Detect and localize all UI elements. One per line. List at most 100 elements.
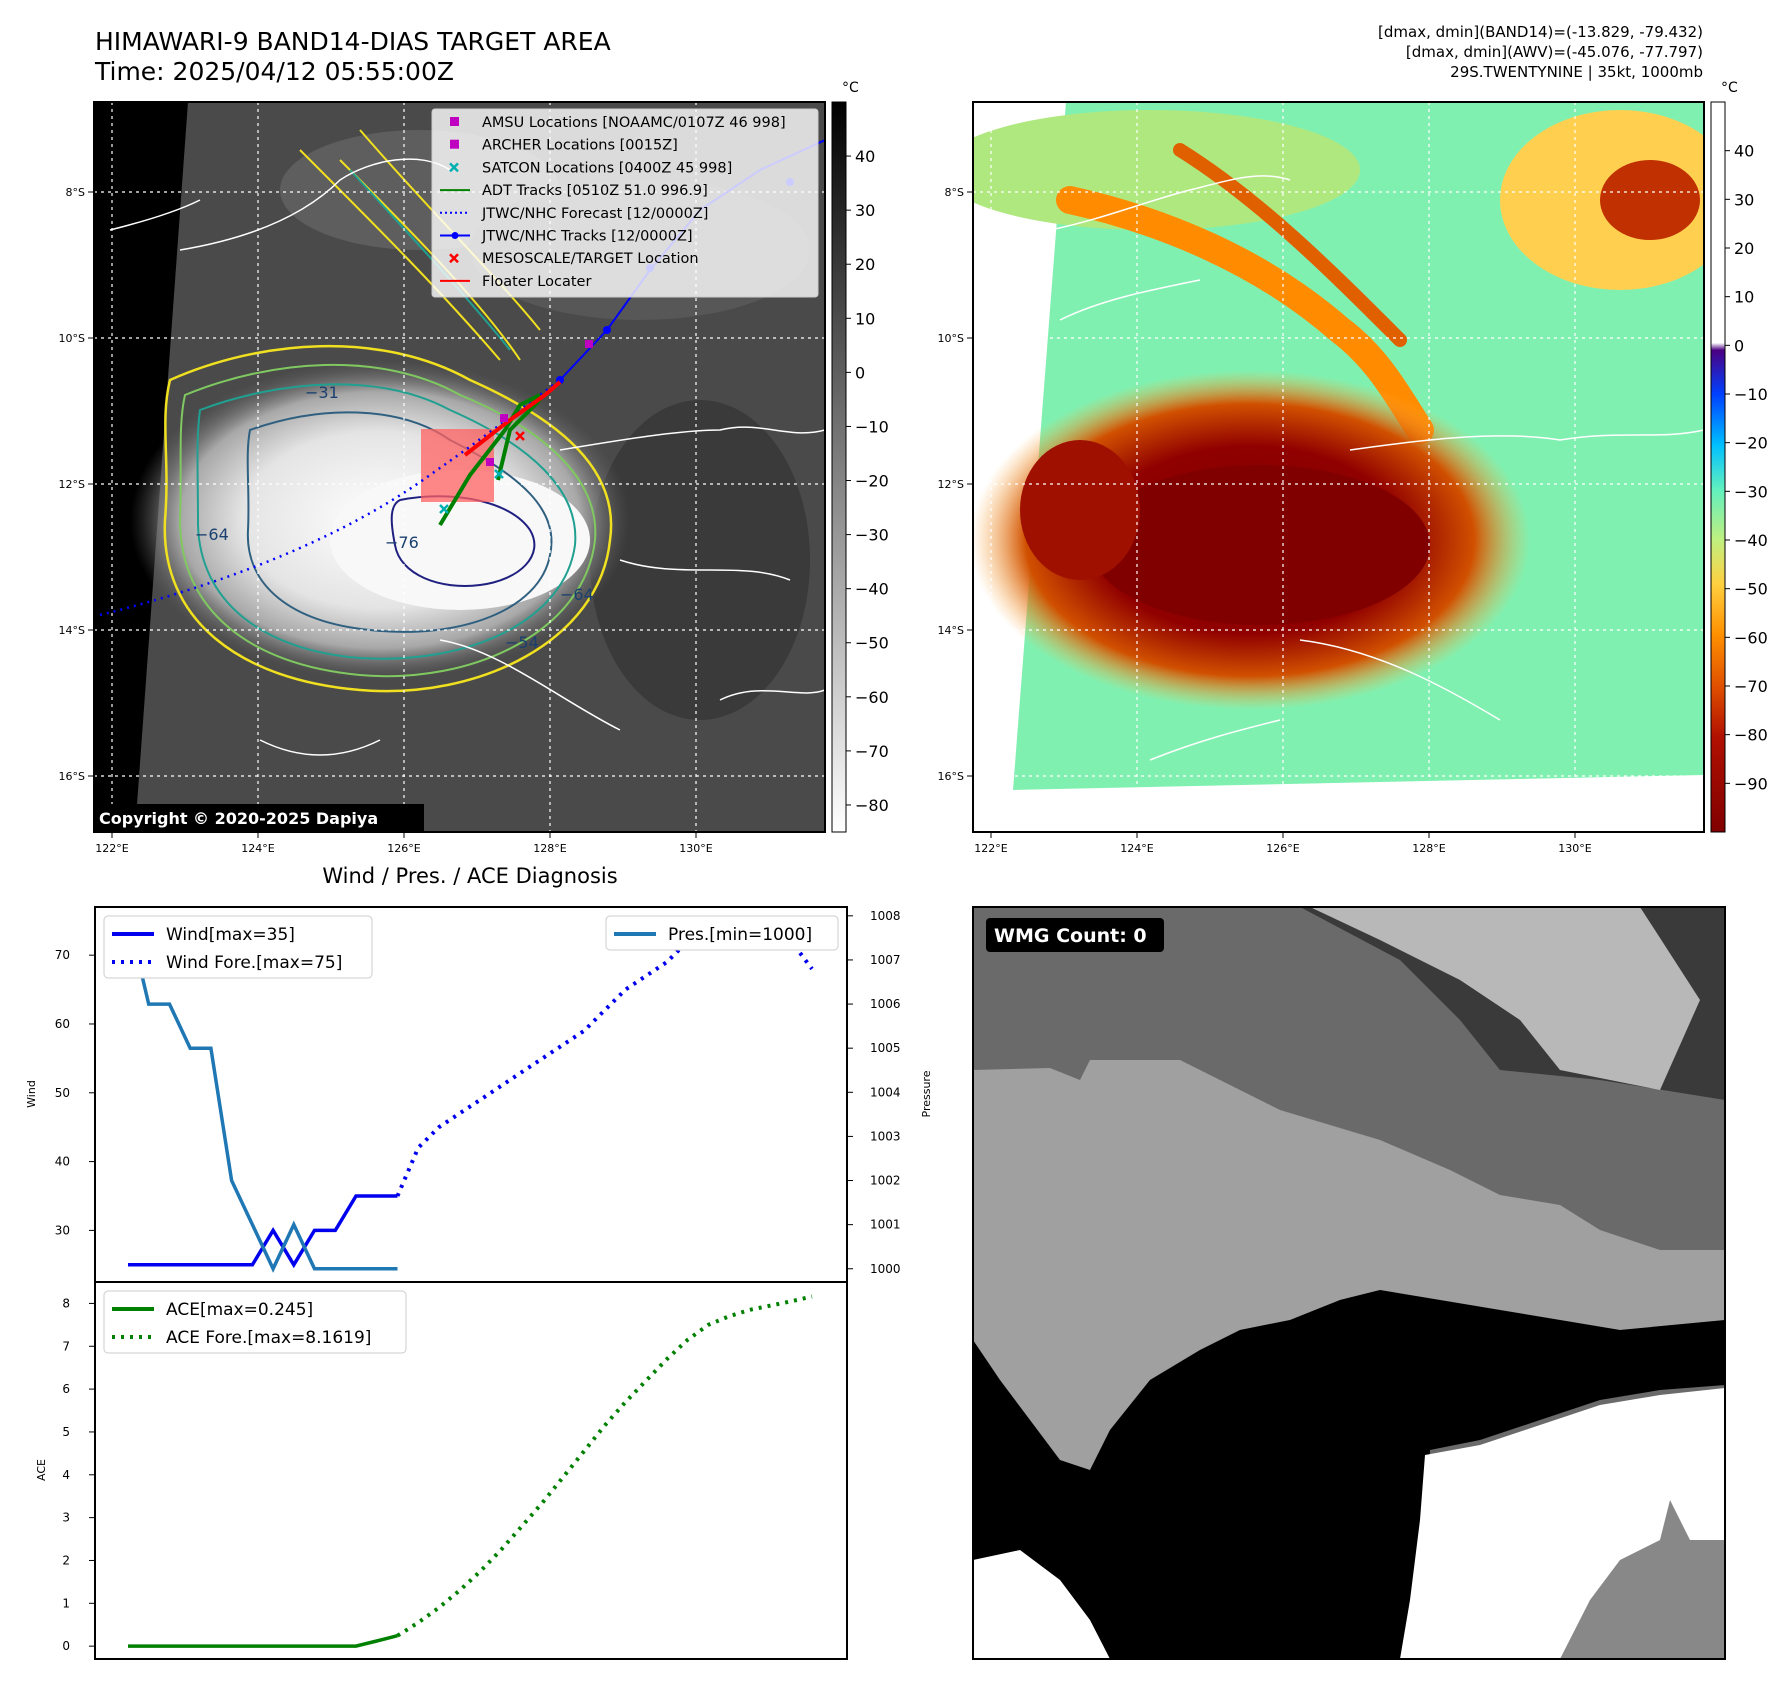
contour-labels: −31 −64 −76 −64 −54 — [195, 383, 594, 652]
pressure-tick-label: 1008 — [870, 909, 901, 923]
legend-marker — [450, 117, 459, 126]
colorbar-tick-label: −10 — [1734, 385, 1768, 404]
colorbar-tick-label: −30 — [855, 526, 889, 545]
colorbar-tick-label: −70 — [855, 742, 889, 761]
ace-ylabel: ACE — [35, 1459, 48, 1481]
title-line-2: Time: 2025/04/12 05:55:00Z — [95, 57, 454, 86]
colorbar-tick-label: −30 — [1734, 482, 1768, 501]
ace-tick-label: 0 — [62, 1639, 70, 1653]
copyright-text: Copyright © 2020-2025 Dapiya — [99, 809, 378, 828]
lat-tick-label: 10°S — [59, 332, 85, 345]
contour-label: −64 — [560, 585, 594, 604]
legend-label: ACE Fore.[max=8.1619] — [166, 1328, 371, 1348]
pressure-tick-label: 1003 — [870, 1129, 901, 1143]
legend-label: JTWC/NHC Forecast [12/0000Z] — [481, 206, 708, 222]
lat-tick-label: 16°S — [938, 770, 964, 783]
legend-box — [103, 1290, 407, 1354]
colorbar-tick-label: 20 — [855, 255, 875, 274]
legend-label: Pres.[min=1000] — [668, 925, 812, 945]
chart-legend: Pres.[min=1000] — [605, 915, 839, 951]
lat-tick-label: 8°S — [945, 186, 964, 199]
pressure-tick-label: 1006 — [870, 997, 901, 1011]
awv-colorbar-ticks: 40 30 20 10 0 −10 −20 −30 −40 −50 −60 −70 −80 −90 — [1725, 142, 1768, 793]
pressure-tick-label: 1002 — [870, 1174, 901, 1188]
legend-marker — [449, 253, 459, 264]
series-line — [396, 1294, 813, 1638]
awv-axis-ticks: 122°E 124°E 126°E 128°E 130°E 8°S 10°S 12°S 14°S… — [938, 186, 1592, 855]
ir-legend-entry: JTWC/NHC Tracks [12/0000Z] — [440, 229, 693, 245]
colorbar-tick-label: −90 — [1734, 774, 1768, 793]
lon-tick-label: 130°E — [679, 842, 712, 855]
legend-box — [103, 915, 373, 979]
colorbar-tick-label: 40 — [855, 147, 875, 166]
diagnosis-panel: Wind / Pres. / ACE Diagnosis 70605040301… — [25, 864, 933, 1660]
series-line — [128, 1634, 398, 1648]
lat-tick-label: 10°S — [938, 332, 964, 345]
contour-green — [178, 363, 597, 678]
colorbar-tick-label: 30 — [855, 201, 875, 220]
lat-tick-label: 8°S — [66, 186, 85, 199]
colorbar-tick-label: −50 — [855, 634, 889, 653]
colorbar-tick-label: 0 — [855, 363, 865, 382]
adt-track — [438, 393, 542, 527]
wind-tick-label: 70 — [55, 948, 70, 962]
lon-tick-label: 122°E — [95, 842, 128, 855]
lat-tick-label: 12°S — [59, 478, 85, 491]
colorbar-tick-label: −50 — [1734, 580, 1768, 599]
wind-tick-label: 30 — [55, 1223, 70, 1237]
ir-legend-entry: SATCON Locations [0400Z 45 998] — [449, 160, 732, 176]
legend-label: JTWC/NHC Tracks [12/0000Z] — [481, 229, 693, 245]
pressure-tick-label: 1007 — [870, 953, 901, 967]
pressure-tick-label: 1005 — [870, 1041, 901, 1055]
ir-legend-entry: AMSU Locations [NOAAMC/0107Z 46 998] — [450, 115, 786, 131]
contour-navy — [390, 495, 536, 587]
awv-gridlines — [973, 102, 1704, 832]
colorbar-tick-label: −60 — [855, 688, 889, 707]
contour-blue — [246, 411, 553, 633]
colorbar-tick-label: −40 — [855, 580, 889, 599]
wmg-count-badge: WMG Count: 0 — [994, 925, 1147, 947]
colorbar-tick-label: −10 — [855, 417, 889, 436]
wmg-badge-bg — [986, 918, 1164, 952]
lon-tick-label: 124°E — [241, 842, 274, 855]
pressure-ylabel: Pressure — [920, 1070, 933, 1117]
pressure-tick-label: 1000 — [870, 1262, 901, 1276]
colorbar-tick-label: 0 — [1734, 336, 1744, 355]
title-line-1: HIMAWARI-9 BAND14-DIAS TARGET AREA — [95, 27, 611, 56]
colorbar-tick-label: 10 — [1734, 288, 1754, 307]
ir-axis-ticks: 122°E 124°E 126°E 128°E 130°E 8°S 10°S 12°S 14°S… — [59, 186, 713, 855]
colorbar-tick-label: −70 — [1734, 677, 1768, 696]
coastlines — [109, 158, 825, 756]
legend-label: ARCHER Locations [0015Z] — [482, 138, 678, 154]
stats-line-3: 29S.TWENTYNINE | 35kt, 1000mb — [1450, 63, 1703, 81]
series-line — [126, 915, 398, 1273]
pressure-tick-label: 1001 — [870, 1218, 901, 1232]
lon-tick-label: 128°E — [1412, 842, 1445, 855]
lon-tick-label: 122°E — [974, 842, 1007, 855]
legend-label: SATCON Locations [0400Z 45 998] — [482, 160, 732, 176]
contour-label: −64 — [195, 525, 229, 544]
awv-colorbar-unit: °C — [1721, 80, 1738, 96]
legend-label: AMSU Locations [NOAAMC/0107Z 46 998] — [482, 115, 786, 131]
ir-colorbar — [831, 101, 847, 833]
wind-tick-label: 60 — [55, 1017, 70, 1031]
lon-tick-label: 126°E — [1266, 842, 1299, 855]
copyright-bg — [94, 804, 424, 832]
awv-colorbar — [1710, 101, 1726, 833]
colorbar-tick-label: −80 — [1734, 726, 1768, 745]
ace-tick-label: 2 — [62, 1553, 70, 1567]
colorbar-tick-label: −40 — [1734, 531, 1768, 550]
colorbar-tick-label: −20 — [855, 472, 889, 491]
diagnosis-legends: Wind[max=35] Wind Fore.[max=75] Pres.[min=… — [103, 915, 839, 1354]
ace-tick-label: 5 — [62, 1425, 70, 1439]
figure-title: HIMAWARI-9 BAND14-DIAS TARGET AREA Time:… — [95, 27, 611, 87]
ir-colorbar-ticks: 40 30 20 10 0 −10 −20 −30 −40 −50 −60 −70 −80 — [846, 147, 889, 815]
legend-marker — [449, 162, 459, 173]
legend-box — [605, 915, 839, 951]
satcon-points — [439, 469, 504, 514]
legend-label: MESOSCALE/TARGET Location — [482, 251, 699, 267]
contour-teal — [196, 383, 577, 660]
series-line — [128, 1194, 398, 1269]
colorbar-tick-label: 10 — [855, 309, 875, 328]
pressure-tick-label: 1004 — [870, 1085, 901, 1099]
